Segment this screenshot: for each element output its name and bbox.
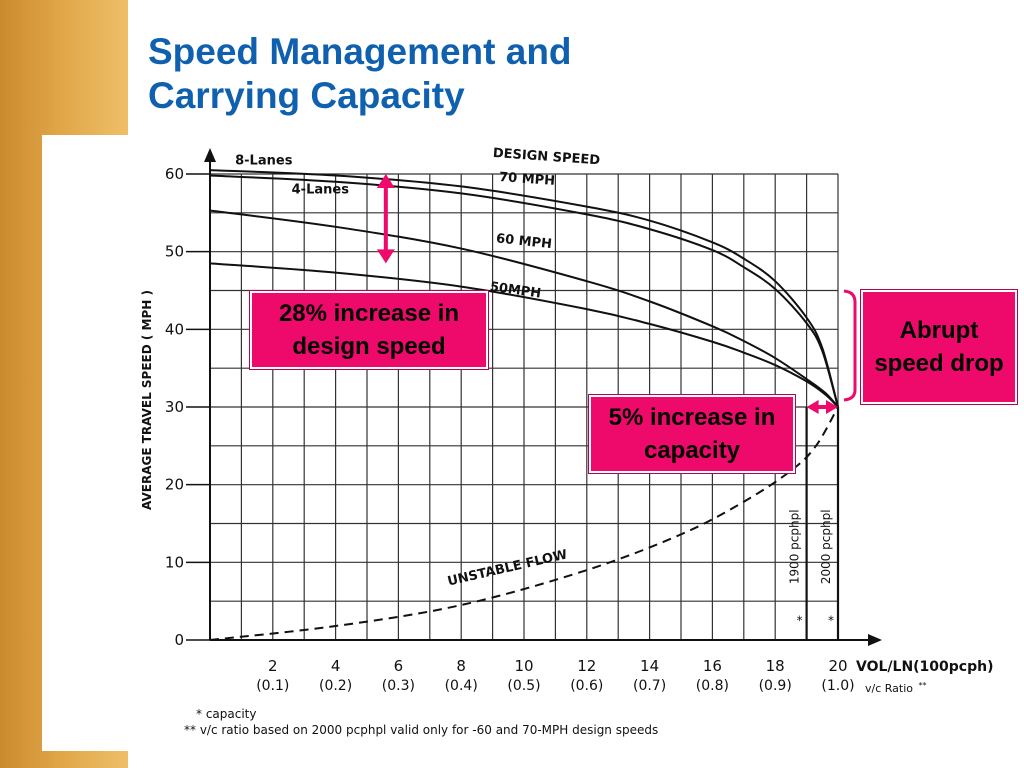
- x-tick-label-18: 18: [766, 657, 785, 675]
- x-axis-arrowhead: [868, 634, 882, 646]
- y-tick-label-20: 20: [165, 476, 184, 494]
- x-tick-sublabel-14: (0.7): [633, 678, 666, 694]
- capacity-label-20: 2000 pcphpl: [819, 509, 833, 584]
- capacity-mark-19: *: [797, 613, 803, 627]
- y-tick-label-50: 50: [165, 243, 184, 261]
- series-line-4-lanes: [209, 174, 839, 408]
- x-tick-sublabel-10: (0.5): [507, 678, 540, 694]
- x-tick-label-6: 6: [394, 657, 404, 675]
- callout-speed-increase-text: 28% increase in design speed: [278, 300, 460, 360]
- curve-label-50mph: 50MPH: [489, 280, 542, 302]
- x-tick-sublabel-12: (0.6): [570, 678, 603, 694]
- x-tick-label-14: 14: [640, 657, 659, 675]
- x-tick-label-12: 12: [577, 657, 596, 675]
- title-line-1: Speed Management and: [148, 31, 572, 72]
- speed-arrow-head-top: [376, 174, 395, 188]
- vc-ratio-mark: **: [919, 681, 927, 690]
- x-tick-sublabel-8: (0.4): [445, 678, 478, 694]
- chart-tick-labels: 0 10 20 30 40 50 60 2 (0.1) 4 (0.2) 6 (0.3) 8 (0.4) 10 (…: [165, 165, 855, 694]
- curve-label-70-mph: 70 MPH: [499, 170, 556, 189]
- x-tick-sublabel-6: (0.3): [382, 678, 415, 694]
- y-tick-label-0: 0: [174, 631, 184, 649]
- callout-capacity-increase: 5% increase in capacity: [589, 395, 795, 473]
- series-line-60-mph: [209, 209, 839, 408]
- chart-axes: [204, 148, 882, 646]
- capacity-arrow-head-left: [806, 400, 819, 414]
- series-line-unstable-flow: [209, 406, 839, 641]
- x-axis-label: VOL/LN(100pcph): [856, 659, 994, 675]
- y-tick-label-30: 30: [165, 398, 184, 416]
- x-tick-label-20: 20: [828, 657, 847, 675]
- x-tick-label-16: 16: [703, 657, 722, 675]
- y-tick-label-10: 10: [165, 553, 184, 571]
- series-line-8-lanes: [209, 169, 839, 408]
- footnote-capacity: * capacity: [196, 707, 256, 721]
- x-tick-sublabel-2: (0.1): [256, 678, 289, 694]
- capacity-arrow-head-right: [826, 400, 838, 414]
- y-axis-arrowhead: [204, 148, 216, 162]
- capacity-markers: * 1900 pcphpl * 2000 pcphpl: [788, 407, 840, 640]
- x-tick-sublabel-18: (0.9): [759, 678, 792, 694]
- vc-ratio-label: v/c Ratio: [865, 682, 913, 695]
- y-axis-label: AVERAGE TRAVEL SPEED ( MPH ): [140, 290, 154, 510]
- curve-label-60-mph: 60 MPH: [495, 231, 552, 252]
- x-tick-sublabel-16: (0.8): [696, 678, 729, 694]
- capacity-label-19: 1900 pcphpl: [788, 509, 802, 584]
- callout-capacity-increase-text: 5% increase in capacity: [608, 404, 776, 464]
- x-tick-sublabel-20: (1.0): [821, 678, 854, 694]
- y-tick-label-40: 40: [165, 320, 184, 338]
- x-axis-secondary-label: v/c Ratio **: [865, 681, 927, 695]
- title-line-2: Carrying Capacity: [148, 75, 465, 116]
- speed-arrow-head-bottom: [376, 249, 395, 264]
- curve-label-unstable-flow: UNSTABLE FLOW: [446, 547, 569, 589]
- callout-abrupt-speed-drop-text: Abrupt speed drop: [874, 317, 1004, 377]
- x-tick-label-2: 2: [268, 657, 278, 675]
- x-tick-label-4: 4: [331, 657, 341, 675]
- callout-abrupt-speed-drop: Abrupt speed drop: [861, 290, 1017, 404]
- chart-annotations: [376, 174, 857, 414]
- y-tick-label-60: 60: [165, 165, 184, 183]
- slide-title: Speed Management and Carrying Capacity: [148, 30, 572, 118]
- curve-label-design-speed: DESIGN SPEED: [492, 146, 600, 168]
- capacity-mark-20: *: [828, 613, 834, 627]
- footnote-vc-ratio: ** v/c ratio based on 2000 pcphpl valid …: [184, 723, 658, 737]
- x-tick-label-8: 8: [456, 657, 466, 675]
- series-line-50mph: [209, 262, 839, 408]
- curve-label-8-lanes: 8-Lanes: [235, 154, 293, 169]
- callout-speed-increase: 28% increase in design speed: [250, 291, 488, 369]
- x-tick-sublabel-4: (0.2): [319, 678, 352, 694]
- chart-figure-panel: [42, 135, 1024, 751]
- x-tick-label-10: 10: [514, 657, 533, 675]
- curve-label-4-lanes: 4-Lanes: [292, 182, 350, 197]
- abrupt-drop-bracket: [843, 289, 857, 402]
- chart-series: [209, 169, 839, 641]
